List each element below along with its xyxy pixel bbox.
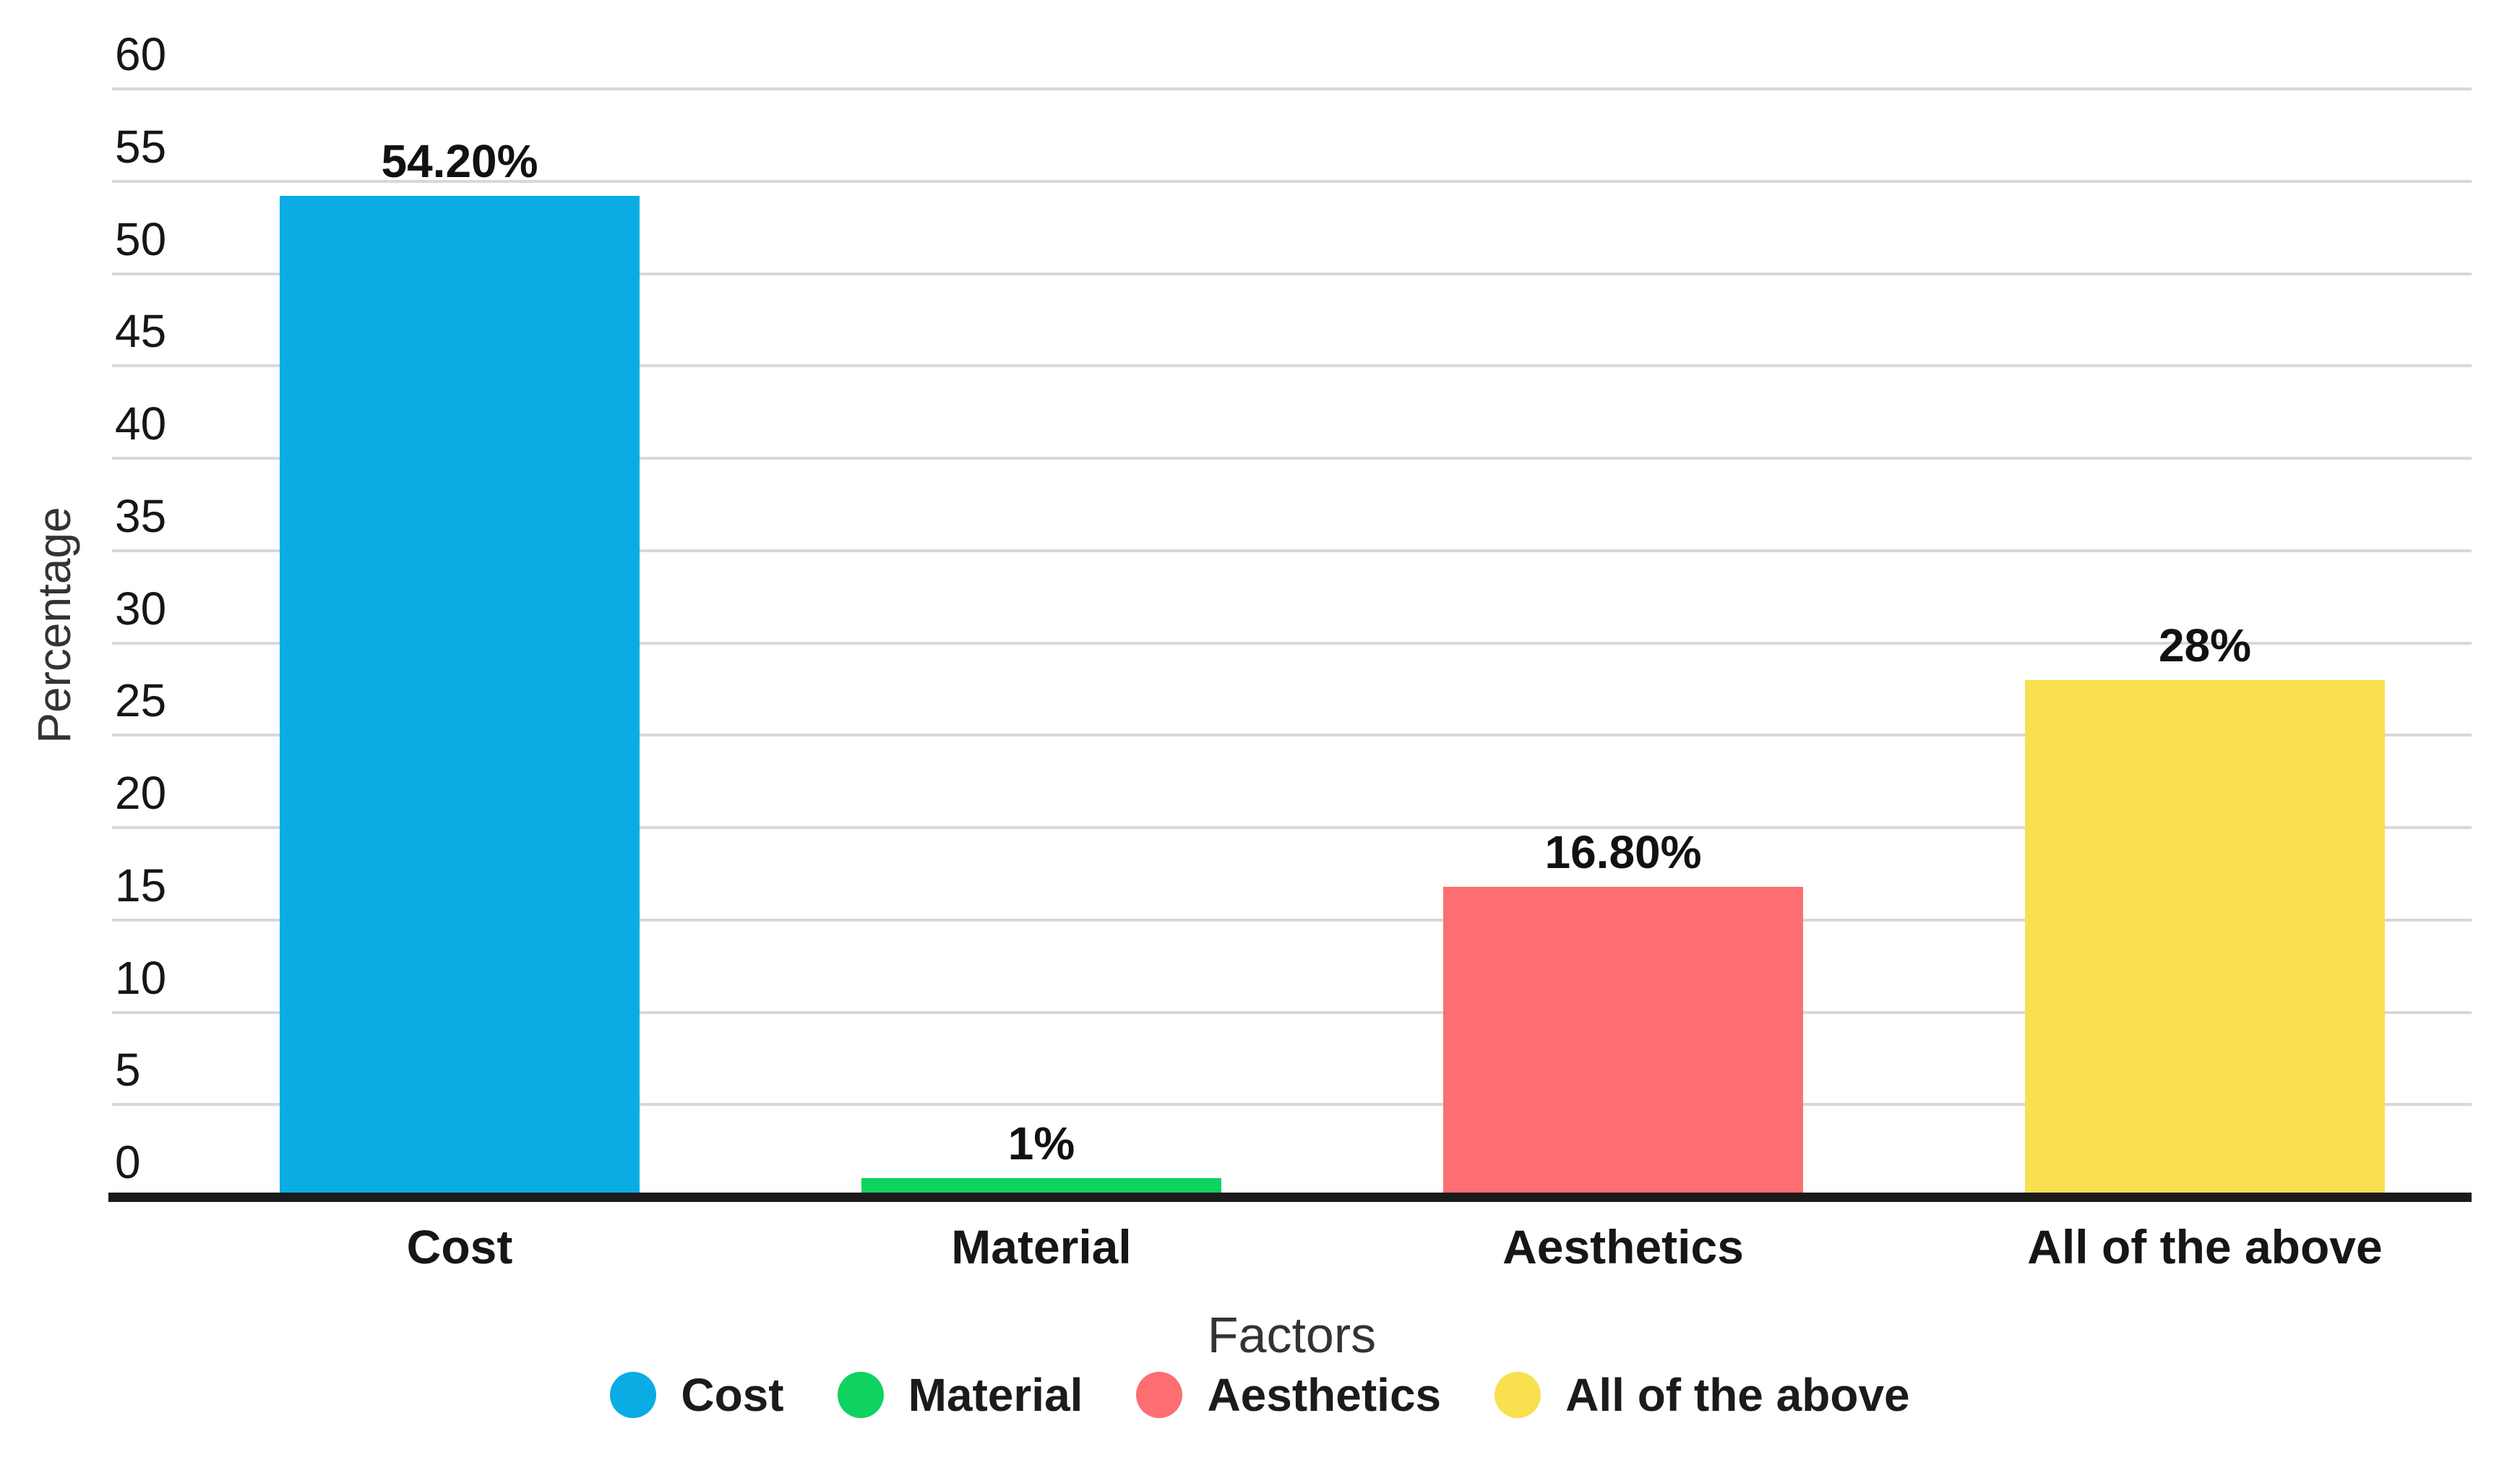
legend-item-cost: Cost	[610, 1369, 784, 1421]
y-tick-label-55: 55	[115, 120, 167, 173]
bar-value-label-aesthetics: 16.80%	[1544, 825, 1702, 878]
legend-label: Material	[908, 1369, 1083, 1421]
x-axis-line	[108, 1193, 2472, 1202]
y-tick-label-5: 5	[115, 1044, 141, 1096]
gridline-y-15	[112, 918, 2472, 922]
y-axis-title: Percentage	[28, 507, 80, 744]
y-tick-label-35: 35	[115, 489, 167, 542]
x-axis-title: Factors	[1207, 1307, 1377, 1363]
x-category-label-aesthetics: Aesthetics	[1502, 1220, 1744, 1274]
bar-value-label-all-of-the-above: 28%	[2158, 619, 2252, 671]
legend-swatch-icon	[837, 1372, 884, 1418]
y-tick-label-25: 25	[115, 674, 167, 727]
bar-all-of-the-above	[2025, 679, 2385, 1197]
y-tick-label-50: 50	[115, 212, 167, 265]
legend-item-all-of-the-above: All of the above	[1495, 1372, 1910, 1418]
legend-label: Aesthetics	[1207, 1369, 1442, 1421]
bar-cost	[280, 196, 640, 1197]
gridline-y-55	[112, 179, 2472, 183]
y-tick-label-20: 20	[115, 767, 167, 819]
gridline-y-60	[112, 87, 2472, 90]
legend-label: Cost	[681, 1369, 784, 1421]
y-tick-label-60: 60	[115, 28, 167, 80]
gridline-y-35	[112, 549, 2472, 552]
gridline-y-20	[112, 826, 2472, 829]
y-tick-label-10: 10	[115, 951, 167, 1004]
legend-swatch-icon	[1495, 1372, 1541, 1418]
y-tick-label-0: 0	[115, 1136, 141, 1188]
bar-value-label-material: 1%	[1007, 1117, 1075, 1170]
legend-item-aesthetics: Aesthetics	[1136, 1372, 1441, 1418]
bar-value-label-cost: 54.20%	[381, 135, 538, 188]
x-category-label-all-of-the-above: All of the above	[2027, 1220, 2383, 1274]
y-tick-label-45: 45	[115, 305, 167, 358]
gridline-y-5	[112, 1103, 2472, 1107]
chart-legend: Cost Material Aesthetics All of the above	[0, 1372, 2520, 1418]
gridline-y-50	[112, 272, 2472, 275]
plot-area: 0 5 10 15 20 25 30 35 40 45 50 55 60 54.20% 1% 16.80% 28…	[112, 31, 2472, 1197]
gridline-y-45	[112, 364, 2472, 368]
x-category-label-material: Material	[951, 1220, 1132, 1274]
x-axis-category-labels: Cost Material Aesthetics All of the above	[0, 1223, 2520, 1288]
y-tick-label-15: 15	[115, 859, 167, 911]
gridline-y-40	[112, 457, 2472, 460]
y-tick-label-40: 40	[115, 398, 167, 450]
legend-swatch-icon	[610, 1372, 657, 1418]
legend-label: All of the above	[1565, 1369, 1910, 1421]
gridline-y-30	[112, 641, 2472, 645]
legend-swatch-icon	[1136, 1372, 1183, 1418]
y-tick-label-30: 30	[115, 582, 167, 635]
gridline-y-10	[112, 1010, 2472, 1014]
gridline-y-25	[112, 734, 2472, 737]
legend-item-material: Material	[837, 1369, 1083, 1421]
x-category-label-cost: Cost	[406, 1220, 513, 1274]
bar-aesthetics	[1443, 886, 1803, 1197]
